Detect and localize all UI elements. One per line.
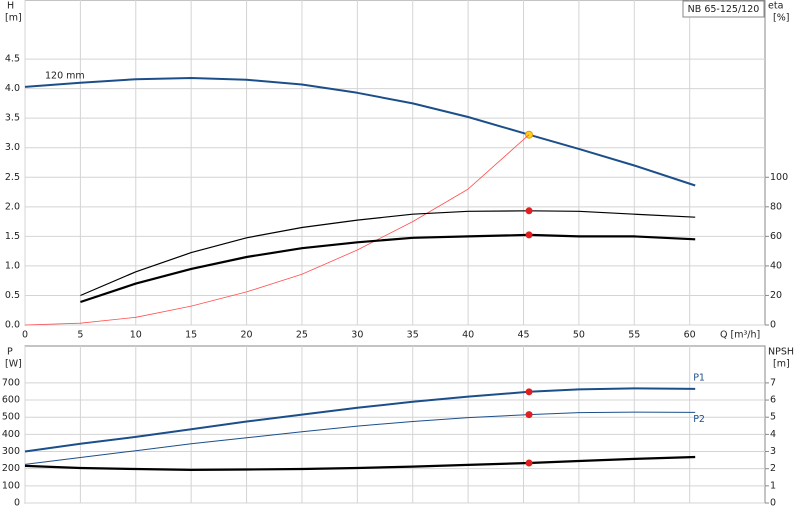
series-line [24, 77, 696, 187]
y2-tick-label: 4 [770, 429, 776, 440]
duty-point [525, 459, 533, 467]
duty-point [525, 388, 533, 396]
series-label: P1 [693, 372, 705, 383]
y-tick-label: 100 [2, 480, 20, 491]
duty-point [525, 411, 533, 419]
y2-tick-label: 80 [770, 201, 782, 212]
y-tick-label: 300 [2, 446, 20, 457]
y-tick-label: 2.5 [5, 172, 20, 183]
y-tick-label: 3.0 [5, 142, 20, 153]
y2-tick-label: 20 [770, 290, 782, 301]
x-tick-label: 60 [684, 330, 696, 341]
x-tick-label: 40 [462, 330, 474, 341]
x-tick-label: 10 [130, 330, 142, 341]
y2-tick-label: 0 [770, 498, 776, 509]
x-tick-label: 45 [517, 330, 529, 341]
y-tick-label: 1.5 [5, 231, 20, 242]
y2-tick-label: 40 [770, 260, 782, 271]
plot-area [24, 345, 766, 504]
series-line [24, 134, 530, 326]
y2-tick-label: 100 [770, 172, 788, 183]
y-tick-label: 700 [2, 377, 20, 388]
y-axis-label: H [7, 1, 14, 12]
y-tick-label: 0.5 [5, 290, 20, 301]
series-line [24, 387, 696, 453]
y2-tick-label: 5 [770, 412, 776, 423]
x-tick-label: 55 [628, 330, 640, 341]
y-tick-label: 500 [2, 412, 20, 423]
y2-axis-label: eta [768, 1, 783, 12]
x-tick-label: 5 [77, 330, 83, 341]
y2-tick-label: 2 [770, 463, 776, 474]
y2-tick-label: 3 [770, 446, 776, 457]
label-box-text: NB 65-125/120 [688, 4, 760, 15]
y-axis-unit: [W] [5, 359, 22, 370]
y-tick-label: 400 [2, 429, 20, 440]
y-tick-label: 0 [14, 498, 20, 509]
x-axis-label: Q [m³/h] [720, 330, 760, 341]
x-tick-label: 50 [573, 330, 585, 341]
x-tick-label: 20 [241, 330, 253, 341]
series-label: 120 mm [45, 70, 85, 81]
y2-tick-label: 1 [770, 480, 776, 491]
x-tick-label: 35 [407, 330, 419, 341]
plot-area [24, 0, 766, 326]
y2-axis-label: NPSH [768, 347, 794, 358]
y-axis-label: P [7, 347, 13, 358]
y2-tick-label: 0 [770, 320, 776, 331]
y2-axis-unit: [%] [773, 13, 789, 24]
y2-tick-label: 60 [770, 231, 782, 242]
y-tick-label: 200 [2, 463, 20, 474]
y2-axis-unit: [m] [773, 359, 790, 370]
y-tick-label: 2.0 [5, 201, 20, 212]
y2-tick-label: 7 [770, 377, 776, 388]
y-tick-label: 1.0 [5, 260, 20, 271]
y-tick-label: 600 [2, 395, 20, 406]
label-box [682, 0, 765, 18]
duty-point [525, 231, 533, 239]
y-tick-label: 3.5 [5, 113, 20, 124]
series-line [24, 411, 696, 465]
x-tick-label: 25 [296, 330, 308, 341]
x-tick-label: 0 [22, 330, 28, 341]
series-line [80, 210, 696, 297]
y2-tick-label: 6 [770, 395, 776, 406]
series-label: P2 [693, 414, 705, 425]
series-line [80, 233, 696, 304]
series-line [24, 455, 696, 471]
x-tick-label: 15 [185, 330, 197, 341]
y-axis-unit: [m] [5, 13, 22, 24]
y-tick-label: 4.5 [5, 54, 20, 65]
x-tick-label: 30 [351, 330, 363, 341]
y-tick-label: 4.0 [5, 83, 20, 94]
y-tick-label: 0.0 [5, 320, 20, 331]
duty-point [525, 207, 533, 215]
